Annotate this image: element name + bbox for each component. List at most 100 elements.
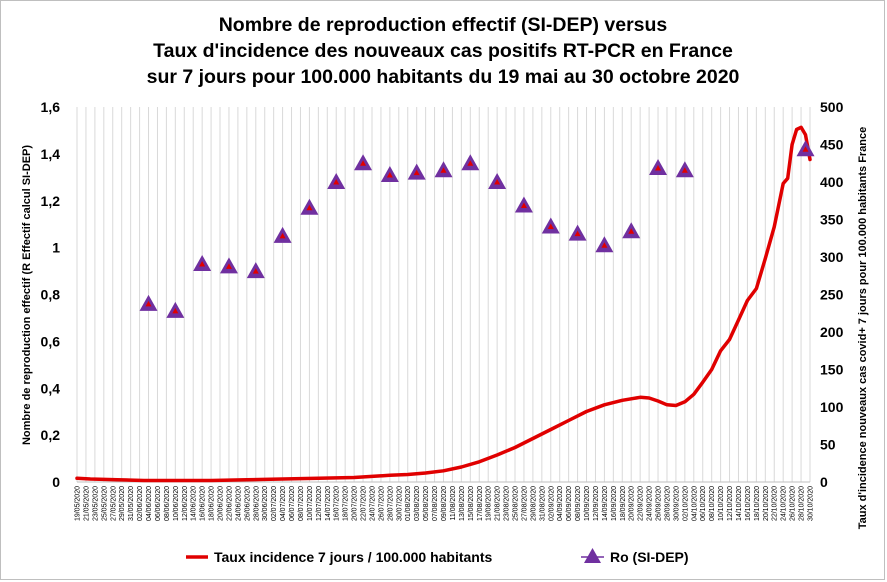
x-tick-label: 06/10/2020 xyxy=(700,486,707,521)
ro-point-center xyxy=(360,160,367,166)
right-tick-label: 300 xyxy=(820,249,844,265)
x-tick-label: 27/08/2020 xyxy=(521,486,528,521)
ro-point-center xyxy=(802,146,809,152)
x-tick-label: 30/06/2020 xyxy=(262,486,269,521)
left-tick-label: 0,6 xyxy=(41,333,61,349)
right-tick-label: 450 xyxy=(820,137,844,153)
ro-point-center xyxy=(145,300,152,307)
legend-triangle-marker xyxy=(584,548,601,563)
left-tick-label: 0,8 xyxy=(41,287,61,303)
x-tick-label: 20/09/2020 xyxy=(629,486,636,521)
x-tick-label: 16/06/2020 xyxy=(200,486,207,521)
x-tick-label: 28/10/2020 xyxy=(799,486,806,521)
x-tick-label: 20/06/2020 xyxy=(218,486,225,521)
x-tick-label: 26/09/2020 xyxy=(656,486,663,521)
x-tick-label: 22/09/2020 xyxy=(638,486,645,521)
x-axis: 19/05/2020 21/05/2020 23/05/2020 25/05/2020… xyxy=(75,481,815,521)
x-tick-label: 25/08/2020 xyxy=(513,486,520,521)
x-tick-label: 21/05/2020 xyxy=(83,486,90,521)
right-tick-label: 0 xyxy=(820,474,828,490)
x-tick-label: 28/07/2020 xyxy=(387,486,394,521)
ro-point-center xyxy=(628,228,635,234)
right-tick-label: 350 xyxy=(820,212,844,228)
legend: Taux incidence 7 jours / 100.000 habitan… xyxy=(186,548,689,565)
ro-point-center xyxy=(440,167,447,173)
x-tick-label: 08/09/2020 xyxy=(575,486,582,521)
x-tick-label: 12/10/2020 xyxy=(727,486,734,521)
ro-point-center xyxy=(520,202,527,208)
ro-point-center xyxy=(413,169,420,176)
x-tick-label: 22/06/2020 xyxy=(226,486,233,521)
x-tick-label: 02/07/2020 xyxy=(271,486,278,521)
x-tick-label: 23/08/2020 xyxy=(504,486,511,521)
x-tick-label: 24/06/2020 xyxy=(235,486,242,521)
right-y-axis: 0 50 100 150 200 250 300 350 400 450 500 xyxy=(820,99,844,490)
x-tick-label: 19/08/2020 xyxy=(486,486,493,521)
right-tick-label: 150 xyxy=(820,362,844,378)
x-tick-label: 27/05/2020 xyxy=(110,486,117,521)
x-tick-label: 04/06/2020 xyxy=(146,486,153,521)
x-tick-label: 12/06/2020 xyxy=(182,486,189,521)
ro-point-center xyxy=(306,204,313,211)
legend-entry-ro: Ro (SI-DEP) xyxy=(610,549,689,565)
incidence-line xyxy=(75,125,812,483)
right-tick-label: 250 xyxy=(820,287,844,303)
x-tick-label: 24/10/2020 xyxy=(781,486,788,521)
x-tick-label: 10/09/2020 xyxy=(584,486,591,521)
x-tick-label: 26/06/2020 xyxy=(244,486,251,521)
x-tick-label: 18/09/2020 xyxy=(620,486,627,521)
left-axis-title: Nombre de reproduction effectif (R Effec… xyxy=(21,145,33,445)
right-tick-label: 500 xyxy=(820,99,844,115)
x-tick-label: 29/08/2020 xyxy=(530,486,537,521)
chart-title-line-1: Nombre de reproduction effectif (SI-DEP)… xyxy=(219,14,668,36)
ro-point-center xyxy=(225,263,232,269)
x-tick-label: 01/08/2020 xyxy=(405,486,412,521)
x-tick-label: 15/08/2020 xyxy=(468,486,475,521)
x-tick-label: 18/07/2020 xyxy=(343,486,350,521)
x-tick-label: 04/10/2020 xyxy=(691,486,698,521)
ro-point-center xyxy=(574,230,581,237)
x-tick-label: 06/09/2020 xyxy=(566,486,573,521)
x-tick-label: 10/10/2020 xyxy=(718,486,725,521)
x-tick-label: 08/07/2020 xyxy=(298,486,305,521)
x-tick-label: 31/08/2020 xyxy=(539,486,546,521)
x-tick-label: 23/05/2020 xyxy=(92,486,99,521)
x-tick-label: 24/09/2020 xyxy=(647,486,654,521)
x-tick-label: 19/05/2020 xyxy=(75,486,82,521)
x-tick-label: 06/06/2020 xyxy=(155,486,162,521)
x-tick-label: 14/07/2020 xyxy=(325,486,332,521)
x-tick-label: 03/08/2020 xyxy=(414,486,421,521)
ro-point-center xyxy=(333,179,340,185)
x-tick-label: 06/07/2020 xyxy=(289,486,296,521)
chart-title-line-3: sur 7 jours pour 100.000 habitants du 19… xyxy=(147,66,740,88)
left-y-axis: 0 0,2 0,4 0,6 0,8 1 1,2 1,4 1,6 xyxy=(41,99,61,490)
ro-point-center xyxy=(601,242,608,248)
x-tick-label: 20/10/2020 xyxy=(763,486,770,521)
x-tick-label: 02/10/2020 xyxy=(682,486,689,521)
ro-point-center xyxy=(386,171,393,178)
x-tick-label: 10/06/2020 xyxy=(173,486,180,521)
ro-point-center xyxy=(655,164,662,171)
x-tick-label: 30/07/2020 xyxy=(396,486,403,521)
right-axis-title: Taux d'incidence nouveaux cas covid+ 7 j… xyxy=(857,127,869,530)
left-tick-label: 0,4 xyxy=(41,380,61,396)
left-tick-label: 1,4 xyxy=(41,146,61,162)
x-tick-label: 12/09/2020 xyxy=(593,486,600,521)
legend-entry-incidence: Taux incidence 7 jours / 100.000 habitan… xyxy=(214,549,493,565)
x-tick-label: 02/06/2020 xyxy=(137,486,144,521)
series-layer xyxy=(75,125,815,483)
x-tick-label: 11/08/2020 xyxy=(450,486,457,521)
ro-point-center xyxy=(199,261,206,267)
left-tick-label: 1,2 xyxy=(41,193,61,209)
x-tick-label: 08/06/2020 xyxy=(164,486,171,521)
x-tick-label: 28/09/2020 xyxy=(664,486,671,521)
x-tick-label: 04/09/2020 xyxy=(557,486,564,521)
ro-point-center xyxy=(172,307,179,314)
right-tick-label: 200 xyxy=(820,324,844,340)
x-tick-label: 12/07/2020 xyxy=(316,486,323,521)
x-tick-label: 29/05/2020 xyxy=(119,486,126,521)
x-tick-label: 25/05/2020 xyxy=(101,486,108,521)
ro-point-center xyxy=(681,167,688,173)
x-tick-label: 24/07/2020 xyxy=(369,486,376,521)
x-tick-label: 16/10/2020 xyxy=(745,486,752,521)
